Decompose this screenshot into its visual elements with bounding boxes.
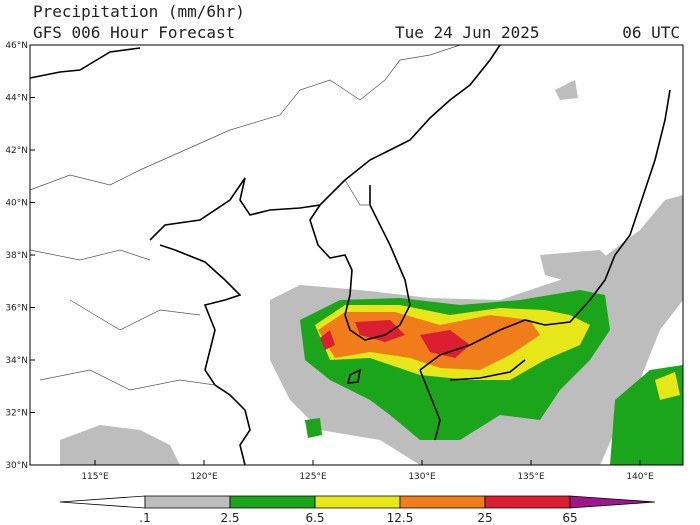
- precip-area: [555, 80, 578, 100]
- title: Precipitation (mm/6hr): [33, 2, 245, 21]
- lon-label: 135°E: [517, 472, 545, 482]
- lat-label: 38°N: [5, 251, 28, 261]
- colorbar-label: 25: [477, 511, 492, 525]
- precip-area: [655, 372, 680, 400]
- axis-labels: 46°N 44°N 42°N 40°N 38°N 36°N 34°N 32°N 30°N 115°…: [5, 41, 654, 482]
- time: 06 UTC: [622, 23, 680, 42]
- colorbar-label: 6.5: [305, 511, 324, 525]
- precip-area: [60, 425, 180, 465]
- colorbar-label: .1: [139, 511, 150, 525]
- subtitle: GFS 006 Hour Forecast: [33, 23, 235, 42]
- island: [346, 368, 362, 384]
- precip-area: [320, 330, 335, 350]
- lat-label: 34°N: [5, 356, 28, 366]
- colorbar-label: 2.5: [220, 511, 239, 525]
- colorbar-label: 12.5: [387, 511, 414, 525]
- date: Tue 24 Jun 2025: [395, 23, 540, 42]
- colorbar-swatch: [144, 495, 231, 509]
- colorbar-swatch: [314, 495, 401, 509]
- colorbar-label: 65: [562, 511, 577, 525]
- lon-label: 115°E: [81, 472, 109, 482]
- lat-label: 30°N: [5, 461, 28, 471]
- colorbar-swatch: [229, 495, 316, 509]
- lat-label: 40°N: [5, 199, 28, 209]
- lat-label: 32°N: [5, 409, 28, 419]
- lat-label: 42°N: [5, 146, 28, 156]
- lat-label: 46°N: [5, 41, 28, 51]
- border: [29, 44, 461, 391]
- lon-label: 125°E: [299, 472, 327, 482]
- lon-label: 120°E: [190, 472, 218, 482]
- colorbar-swatch: [484, 495, 571, 509]
- colorbar-swatch: [399, 495, 486, 509]
- map-area: [29, 44, 684, 466]
- precip-area: [540, 250, 620, 285]
- precip-area: [355, 320, 405, 342]
- lat-label: 36°N: [5, 304, 28, 314]
- lat-label: 44°N: [5, 94, 28, 104]
- colorbar-swatch: [569, 495, 656, 509]
- coastline: [419, 89, 671, 441]
- precip-area: [305, 418, 322, 438]
- precip-area: [420, 330, 470, 358]
- lon-label: 140°E: [626, 472, 654, 482]
- coastline: [159, 244, 251, 466]
- colorbar-swatch: [59, 495, 146, 509]
- precip-red: [320, 320, 470, 358]
- lon-label: 130°E: [408, 472, 436, 482]
- coastline: [309, 185, 411, 341]
- colorbar: .1 2.5 6.5 12.5 25 65: [59, 495, 656, 525]
